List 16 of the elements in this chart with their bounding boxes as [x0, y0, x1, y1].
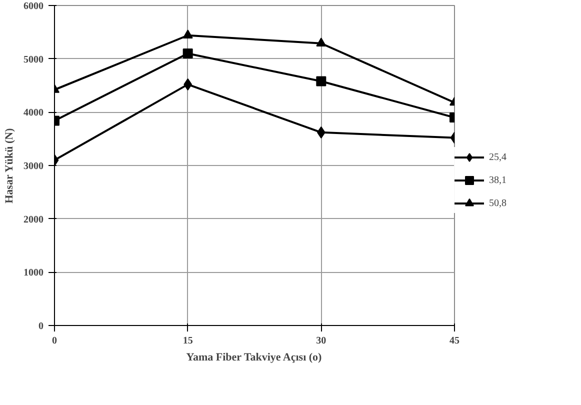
x-axis-title: Yama Fiber Takviye Açısı (o): [186, 352, 322, 364]
y-axis-title: Hasar Yükü (N): [4, 128, 16, 204]
legend-label: 25,4: [489, 152, 508, 162]
x-tick-label: 30: [316, 336, 326, 346]
legend-label: 50,8: [489, 198, 508, 208]
y-tick-label: 4000: [24, 108, 44, 119]
x-tick-label: 0: [52, 336, 57, 346]
y-tick-label: 2000: [24, 214, 44, 226]
y-tick-label: 3000: [24, 161, 44, 172]
x-tick-label: 45: [450, 336, 460, 346]
x-tick-label: 15: [182, 336, 193, 346]
y-tick-label: 6000: [24, 1, 44, 12]
y-tick-label: 5000: [24, 54, 44, 66]
y-tick-label: 0: [38, 321, 44, 332]
y-tick-label: 1000: [24, 268, 44, 279]
legend-label: 38,1: [489, 174, 508, 186]
